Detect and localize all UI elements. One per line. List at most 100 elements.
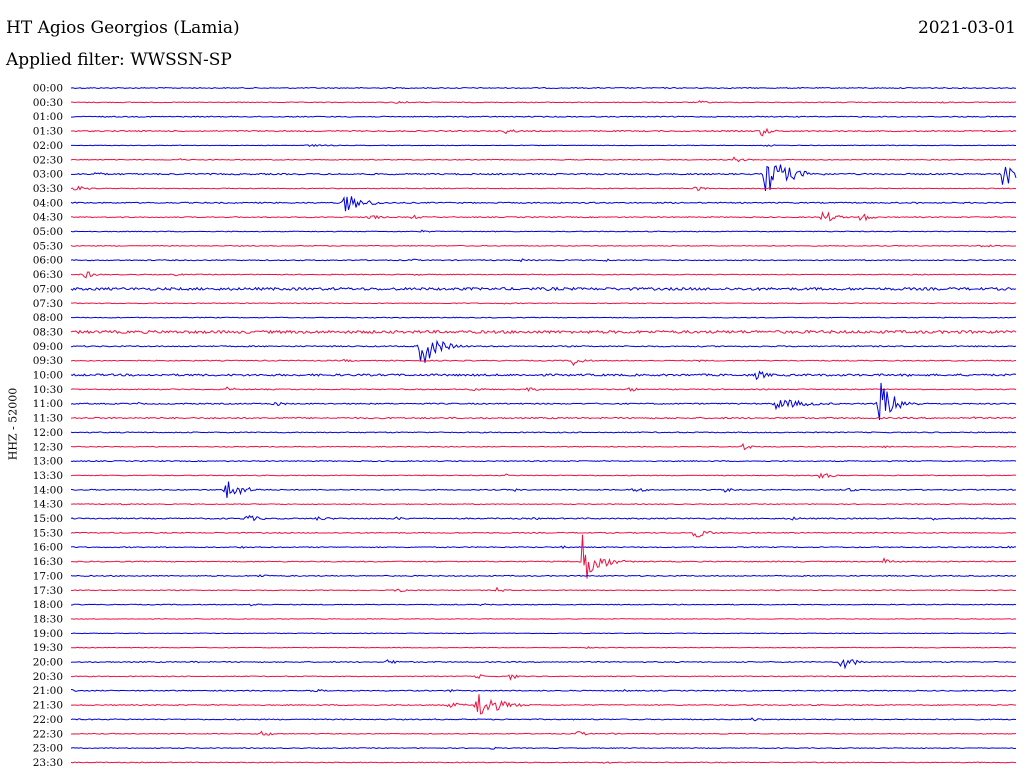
seismogram-trace (70, 329, 1017, 335)
time-tick-label: 05:00 (33, 226, 63, 238)
time-tick-label: 10:00 (33, 370, 63, 382)
time-tick-label: 01:00 (33, 111, 63, 123)
time-label-group: 00:00 00:30 01:00 01:30 02:00 02:30 03:00 03:30… (33, 83, 63, 769)
time-tick-label: 23:30 (33, 757, 63, 769)
time-tick-label: 06:30 (33, 269, 63, 281)
time-tick-label: 07:00 (33, 283, 63, 295)
time-tick-label: 06:00 (33, 255, 63, 267)
seismogram-trace (70, 156, 1017, 163)
seismogram-trace (70, 271, 1017, 279)
time-tick-label: 13:30 (33, 470, 63, 482)
time-tick-label: 00:30 (33, 97, 63, 109)
time-tick-label: 16:00 (33, 542, 63, 554)
time-tick-label: 12:00 (33, 427, 63, 439)
seismogram-trace (70, 574, 1017, 578)
seismogram-trace (70, 761, 1017, 764)
seismogram-trace (70, 143, 1017, 148)
seismogram-trace (70, 185, 1017, 192)
seismogram-trace (70, 730, 1017, 736)
seismogram-trace (70, 530, 1017, 538)
time-tick-label: 14:30 (33, 499, 63, 511)
seismogram-trace (70, 100, 1017, 104)
seismogram-trace (70, 746, 1017, 750)
seismogram-trace (70, 164, 1017, 192)
time-tick-label: 15:30 (33, 527, 63, 539)
seismogram-trace (70, 115, 1017, 118)
seismogram-trace (70, 603, 1017, 607)
seismogram-trace (70, 586, 1017, 593)
seismogram-trace (70, 545, 1017, 550)
time-tick-label: 03:00 (33, 169, 63, 181)
seismogram-trace (70, 286, 1017, 292)
seismogram-trace (70, 370, 1017, 381)
time-tick-label: 02:00 (33, 140, 63, 152)
seismogram-trace (70, 416, 1017, 420)
seismogram-trace (70, 386, 1017, 392)
time-tick-label: 20:00 (33, 657, 63, 669)
time-tick-label: 17:30 (33, 585, 63, 597)
time-tick-label: 02:30 (33, 154, 63, 166)
seismogram-trace (70, 258, 1017, 263)
seismogram-trace (70, 503, 1017, 506)
seismogram-trace (70, 514, 1017, 522)
seismogram-trace (70, 127, 1017, 137)
date-label: 2021-03-01 (917, 18, 1016, 38)
time-tick-label: 10:30 (33, 384, 63, 396)
seismogram-trace (70, 688, 1017, 693)
time-tick-label: 19:00 (33, 628, 63, 640)
time-tick-label: 08:30 (33, 326, 63, 338)
seismogram-trace (70, 244, 1017, 248)
time-tick-label: 03:30 (33, 183, 63, 195)
seismogram-trace (70, 674, 1017, 681)
time-tick-label: 19:30 (33, 642, 63, 654)
time-tick-label: 18:30 (33, 613, 63, 625)
time-tick-label: 08:00 (33, 312, 63, 324)
time-tick-label: 18:00 (33, 599, 63, 611)
seismogram-trace (70, 618, 1017, 620)
seismogram-trace (70, 460, 1017, 463)
time-tick-label: 21:00 (33, 685, 63, 697)
seismogram-trace (70, 302, 1017, 305)
time-tick-label: 23:00 (33, 743, 63, 755)
time-tick-label: 05:30 (33, 240, 63, 252)
time-tick-label: 12:30 (33, 441, 63, 453)
time-tick-label: 21:30 (33, 700, 63, 712)
seismogram-trace (70, 229, 1017, 233)
time-tick-label: 04:30 (33, 212, 63, 224)
time-tick-label: 17:00 (33, 570, 63, 582)
seismogram-trace (70, 442, 1017, 451)
seismogram-trace (70, 658, 1017, 670)
time-tick-label: 04:00 (33, 197, 63, 209)
seismogram-trace (70, 472, 1017, 479)
time-tick-label: 00:00 (33, 83, 63, 95)
seismogram-trace (70, 694, 1017, 715)
time-tick-label: 09:30 (33, 355, 63, 367)
seismogram-trace (70, 316, 1017, 319)
seismogram-trace (70, 431, 1017, 434)
seismogram-trace (70, 717, 1017, 722)
seismogram-trace (70, 339, 1017, 363)
time-tick-label: 22:30 (33, 728, 63, 740)
seismogram-trace (70, 382, 1017, 421)
time-tick-label: 22:00 (33, 714, 63, 726)
seismogram-trace (70, 632, 1017, 635)
seismogram-trace (70, 534, 1017, 579)
time-tick-label: 16:30 (33, 556, 63, 568)
filter-subtitle: Applied filter: WWSSN-SP (6, 50, 232, 70)
station-title: HT Agios Georgios (Lamia) (6, 18, 240, 38)
time-tick-label: 15:00 (33, 513, 63, 525)
seismogram-trace (70, 196, 1017, 212)
seismogram-trace (70, 86, 1017, 90)
time-tick-label: 13:00 (33, 456, 63, 468)
time-tick-label: 11:00 (33, 398, 63, 410)
time-tick-label: 20:30 (33, 671, 63, 683)
seismogram-trace (70, 481, 1017, 499)
time-tick-label: 11:30 (33, 413, 63, 425)
time-tick-label: 09:00 (33, 341, 63, 353)
time-tick-label: 14:00 (33, 484, 63, 496)
trace-group (70, 86, 1017, 764)
seismogram-trace (70, 211, 1017, 222)
seismogram-trace (70, 358, 1017, 367)
seismogram-trace (70, 646, 1017, 649)
